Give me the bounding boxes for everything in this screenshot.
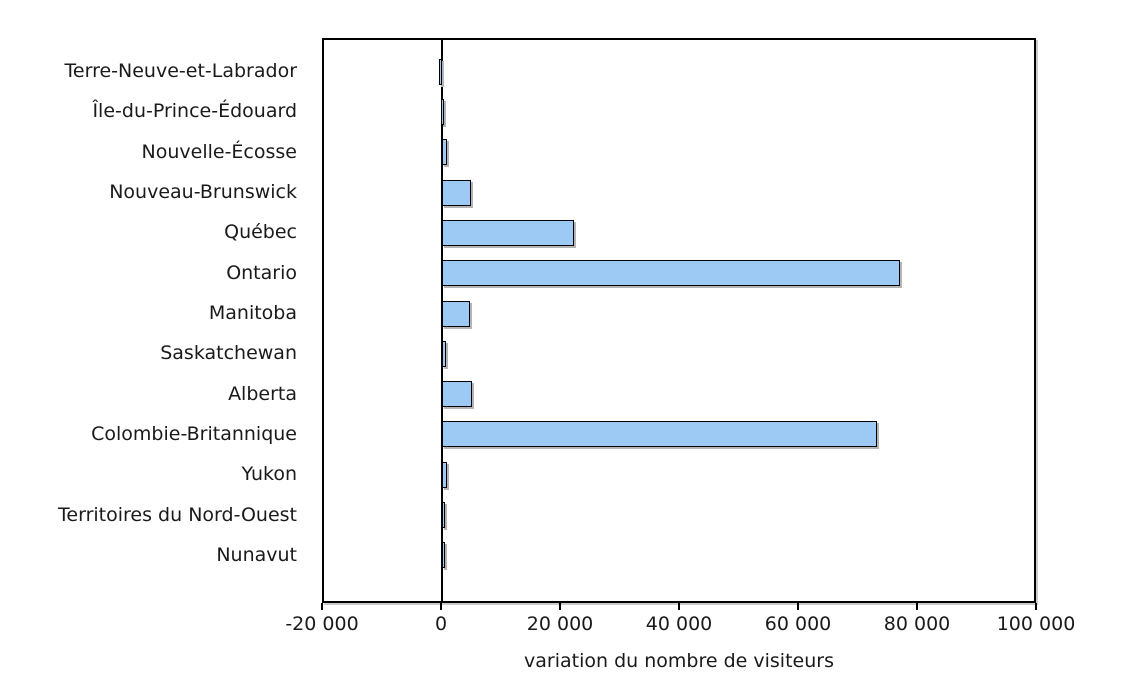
bar-manitoba xyxy=(442,300,470,327)
x-axis-ticks xyxy=(321,603,1037,611)
category-label-colombie-britannique: Colombie-Britannique xyxy=(91,422,297,445)
category-label-nunavut: Nunavut xyxy=(216,543,297,566)
bar-row-colombie-britannique xyxy=(324,414,1034,454)
category-label-yukon: Yukon xyxy=(241,463,297,486)
x-tick-mark-100000 xyxy=(1035,603,1037,610)
x-axis-title: variation du nombre de visiteurs xyxy=(524,650,834,672)
x-tick-label--20000: -20 000 xyxy=(285,613,359,635)
bar-terre-neuve-et-labrador xyxy=(438,58,443,85)
bar-nouvelle-ecosse xyxy=(442,139,448,166)
x-tick-mark-20000 xyxy=(559,603,561,610)
bar-colombie-britannique xyxy=(442,421,878,448)
category-labels: Terre-Neuve-et-Labrador Île-du-Prince-Édo… xyxy=(0,38,310,603)
category-label-ile-du-prince-edouard: Île-du-Prince-Édouard xyxy=(92,100,297,123)
bar-row-nouveau-brunswick xyxy=(324,172,1034,212)
bar-row-ontario xyxy=(324,253,1034,293)
bar-ontario xyxy=(442,260,901,287)
bar-quebec xyxy=(442,219,575,246)
x-tick-label-100000: 100 000 xyxy=(996,613,1076,635)
bar-row-saskatchewan xyxy=(324,334,1034,374)
bars-container xyxy=(324,40,1034,601)
plot-area xyxy=(322,38,1036,603)
x-tick-label-80000: 80 000 xyxy=(883,613,951,635)
x-axis-tick-labels: -20 000 0 20 000 40 000 60 000 80 000 100 000 xyxy=(285,613,1075,637)
category-label-territoires-du-nord-ouest: Territoires du Nord-Ouest xyxy=(58,503,297,526)
bar-row-ile-du-prince-edouard xyxy=(324,92,1034,132)
category-label-quebec: Québec xyxy=(224,221,297,244)
category-label-nouveau-brunswick: Nouveau-Brunswick xyxy=(109,181,297,204)
x-tick-label-60000: 60 000 xyxy=(764,613,832,635)
category-label-manitoba: Manitoba xyxy=(208,302,297,325)
bar-row-quebec xyxy=(324,213,1034,253)
bar-yukon xyxy=(442,461,448,488)
bar-row-terre-neuve-et-labrador xyxy=(324,52,1034,92)
bar-row-alberta xyxy=(324,374,1034,414)
x-tick-mark--20000 xyxy=(321,603,323,610)
bar-row-territoires-du-nord-ouest xyxy=(324,495,1034,535)
category-label-alberta: Alberta xyxy=(228,382,297,405)
bar-alberta xyxy=(442,381,472,408)
bar-row-nouvelle-ecosse xyxy=(324,132,1034,172)
x-tick-mark-40000 xyxy=(678,603,680,610)
category-label-saskatchewan: Saskatchewan xyxy=(160,342,297,365)
bar-saskatchewan xyxy=(442,340,447,367)
bar-nunavut xyxy=(442,542,446,569)
bar-row-nunavut xyxy=(324,535,1034,575)
x-tick-mark-80000 xyxy=(916,603,918,610)
category-label-nouvelle-ecosse: Nouvelle-Écosse xyxy=(141,140,297,163)
x-tick-label-0: 0 xyxy=(434,613,448,635)
category-label-ontario: Ontario xyxy=(226,261,297,284)
bar-row-manitoba xyxy=(324,293,1034,333)
x-tick-label-20000: 20 000 xyxy=(526,613,594,635)
bar-territoires-du-nord-ouest xyxy=(441,502,445,529)
x-tick-mark-60000 xyxy=(797,603,799,610)
bar-nouveau-brunswick xyxy=(442,179,472,206)
x-tick-mark-0 xyxy=(440,603,442,610)
bar-row-yukon xyxy=(324,455,1034,495)
category-label-terre-neuve-et-labrador: Terre-Neuve-et-Labrador xyxy=(64,60,297,83)
x-tick-label-40000: 40 000 xyxy=(645,613,713,635)
bar-ile-du-prince-edouard xyxy=(440,98,444,125)
